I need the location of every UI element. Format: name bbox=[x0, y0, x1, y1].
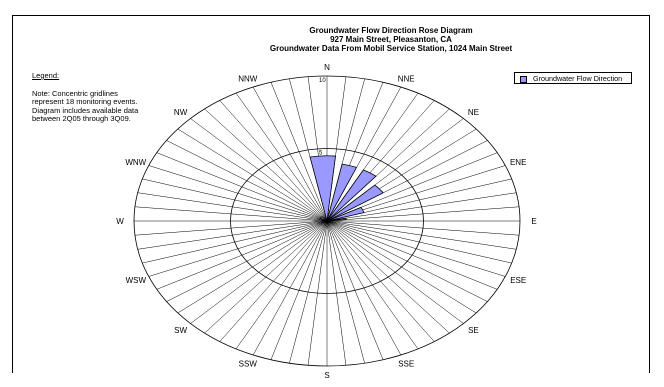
direction-label-nw: NW bbox=[174, 108, 188, 117]
flow-bin-5 bbox=[326, 217, 347, 222]
legend-notes: Legend: Note: Concentric gridlines repre… bbox=[32, 71, 142, 124]
note-text: Note: Concentric gridlines represent 18 … bbox=[32, 88, 139, 124]
spoke-22 bbox=[326, 220, 488, 302]
direction-label-e: E bbox=[531, 217, 536, 226]
spoke-61 bbox=[270, 82, 328, 222]
spoke-56 bbox=[190, 118, 328, 222]
spoke-58 bbox=[219, 100, 328, 222]
direction-label-se: SE bbox=[468, 326, 479, 335]
chart-title: Groundwater Flow Direction Rose Diagram bbox=[309, 26, 473, 35]
spoke-31 bbox=[326, 220, 347, 366]
direction-label-ssw: SSW bbox=[239, 359, 258, 368]
spoke-51 bbox=[142, 178, 328, 222]
flow-bin-1 bbox=[326, 163, 358, 222]
spoke-37 bbox=[235, 220, 328, 350]
spoke-27 bbox=[326, 220, 419, 350]
spoke-35 bbox=[270, 220, 328, 360]
spoke-45 bbox=[142, 220, 328, 264]
spoke-20 bbox=[326, 220, 506, 277]
direction-label-wnw: WNW bbox=[125, 158, 146, 167]
spoke-43 bbox=[156, 220, 328, 290]
spoke-33 bbox=[307, 220, 328, 366]
spoke-28 bbox=[326, 220, 402, 356]
flow-bin-6 bbox=[319, 216, 328, 222]
spoke-29 bbox=[326, 220, 384, 360]
legend-heading: Legend: bbox=[32, 71, 60, 80]
spoke-15 bbox=[326, 206, 520, 222]
spoke-38 bbox=[219, 220, 328, 342]
spoke-18 bbox=[326, 220, 517, 250]
spoke-40 bbox=[190, 220, 328, 324]
direction-label-nnw: NNW bbox=[238, 75, 258, 84]
spoke-17 bbox=[326, 220, 520, 236]
direction-label-ese: ESE bbox=[510, 276, 526, 285]
direction-label-sw: SW bbox=[174, 326, 187, 335]
chart-subtitle-2: Groundwater Data From Mobil Service Stat… bbox=[269, 44, 513, 53]
spoke-26 bbox=[326, 220, 435, 342]
spoke-47 bbox=[134, 220, 328, 236]
spoke-44 bbox=[148, 220, 328, 277]
spoke-57 bbox=[204, 108, 328, 222]
legend-swatch-icon bbox=[520, 76, 527, 83]
spoke-55 bbox=[177, 128, 328, 222]
direction-label-wsw: WSW bbox=[126, 276, 147, 285]
ring-label-0: 5 bbox=[319, 151, 323, 157]
spoke-21 bbox=[326, 220, 498, 290]
spoke-42 bbox=[166, 220, 328, 302]
legend-label: Groundwater Flow Direction bbox=[533, 74, 623, 83]
flow-bin-3 bbox=[326, 184, 384, 222]
direction-label-ene: ENE bbox=[510, 158, 526, 167]
spoke-14 bbox=[326, 192, 517, 222]
chart-subtitle-1: 927 Main Street, Pleasanton, CA bbox=[330, 35, 452, 44]
flow-bin-4 bbox=[326, 206, 365, 222]
spoke-25 bbox=[326, 220, 450, 334]
direction-label-s: S bbox=[324, 371, 329, 380]
chart-title-block: Groundwater Flow Direction Rose Diagram … bbox=[0, 26, 664, 53]
spoke-53 bbox=[156, 152, 328, 222]
spoke-34 bbox=[289, 220, 328, 364]
spoke-39 bbox=[204, 220, 328, 334]
spoke-23 bbox=[326, 220, 477, 314]
spoke-24 bbox=[326, 220, 464, 324]
ring-label-1: 10 bbox=[319, 78, 326, 84]
spoke-36 bbox=[252, 220, 328, 356]
spoke-59 bbox=[235, 92, 328, 222]
chart-legend: Groundwater Flow Direction bbox=[514, 72, 632, 84]
spoke-52 bbox=[148, 165, 328, 222]
spoke-60 bbox=[252, 86, 328, 222]
direction-label-sse: SSE bbox=[398, 359, 414, 368]
flow-bin-0 bbox=[309, 155, 336, 222]
spoke-54 bbox=[166, 140, 328, 222]
flow-bin-2 bbox=[326, 169, 377, 222]
direction-label-w: W bbox=[116, 217, 124, 226]
direction-label-ne: NE bbox=[468, 108, 479, 117]
spoke-49 bbox=[134, 206, 328, 222]
spoke-30 bbox=[326, 220, 365, 364]
spoke-50 bbox=[137, 192, 328, 222]
spoke-19 bbox=[326, 220, 512, 264]
direction-label-nne: NNE bbox=[398, 75, 415, 84]
spoke-46 bbox=[137, 220, 328, 250]
spoke-41 bbox=[177, 220, 328, 314]
direction-label-n: N bbox=[324, 63, 330, 72]
